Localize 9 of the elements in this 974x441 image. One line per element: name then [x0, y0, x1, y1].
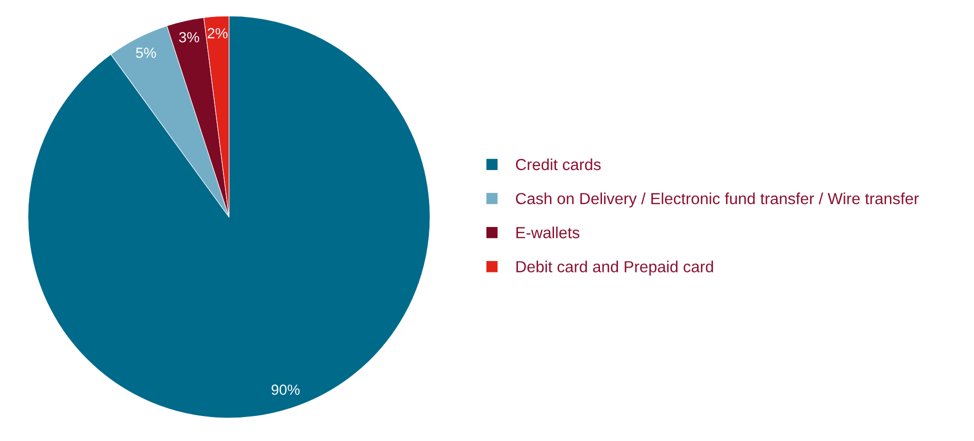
data-label: 90%	[272, 384, 300, 395]
legend-label: Debit card and Prepaid card	[516, 260, 713, 276]
data-label: 2%	[208, 28, 228, 38]
data-label: 3%	[179, 32, 200, 42]
legend-label: E-wallets	[516, 226, 580, 238]
legend-label: Cash on Delivery / Electronic fund transfer / Wire transfer	[516, 192, 919, 208]
pie-slice	[28, 16, 430, 418]
legend-label: Credit cards	[516, 158, 601, 170]
data-label: 5%	[136, 48, 156, 58]
